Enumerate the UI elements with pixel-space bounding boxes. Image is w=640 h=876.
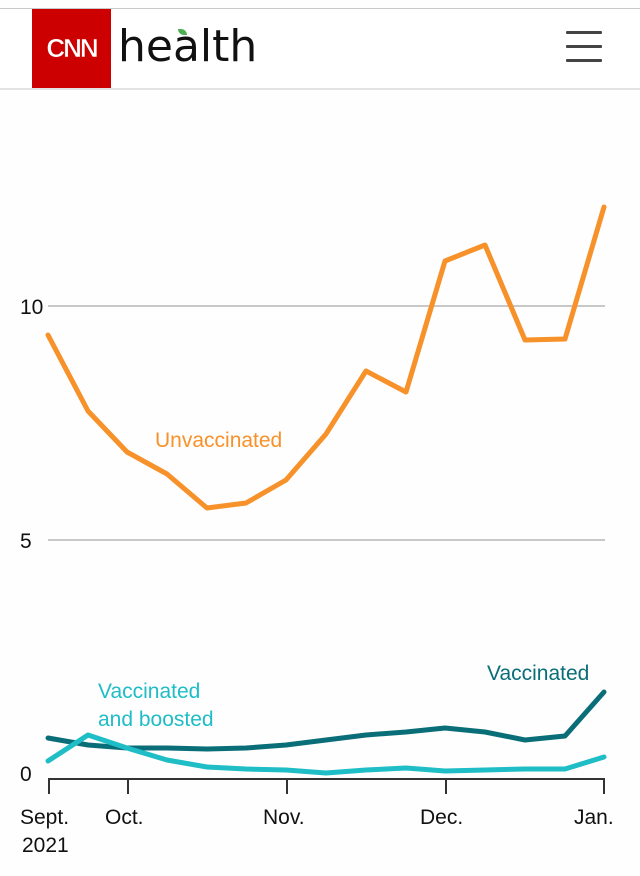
- cnn-logo[interactable]: CNN: [32, 9, 111, 88]
- x-tick-sept: Sept.: [20, 806, 69, 829]
- label-unvaccinated: Unvaccinated: [155, 429, 282, 452]
- series-unvaccinated[interactable]: [45, 204, 607, 511]
- y-tick-5: 5: [20, 530, 32, 553]
- x-tick-nov: Nov.: [263, 806, 305, 829]
- logo-text: CNN: [46, 33, 99, 64]
- x-tick-2021: 2021: [22, 834, 69, 857]
- x-tick-oct: Oct.: [105, 806, 144, 829]
- brand-health[interactable]: health: [118, 21, 258, 72]
- gridlines: [48, 305, 605, 541]
- top-divider: [0, 8, 640, 9]
- label-boosted-line2: and boosted: [98, 708, 214, 731]
- x-tick-jan: Jan.: [574, 806, 614, 829]
- x-tick-dec: Dec.: [420, 806, 463, 829]
- x-axis: [48, 778, 605, 794]
- site-header: CNN health: [0, 9, 640, 90]
- label-vaccinated: Vaccinated: [487, 662, 589, 685]
- series-vaccinated[interactable]: [45, 689, 607, 752]
- leaf-icon: [178, 29, 187, 35]
- series-vaccinated-boosted[interactable]: [45, 732, 607, 776]
- y-tick-10: 10: [20, 296, 43, 319]
- y-tick-0: 0: [20, 763, 32, 786]
- hamburger-menu-icon[interactable]: [566, 31, 602, 67]
- label-boosted-line1: Vaccinated: [98, 680, 200, 703]
